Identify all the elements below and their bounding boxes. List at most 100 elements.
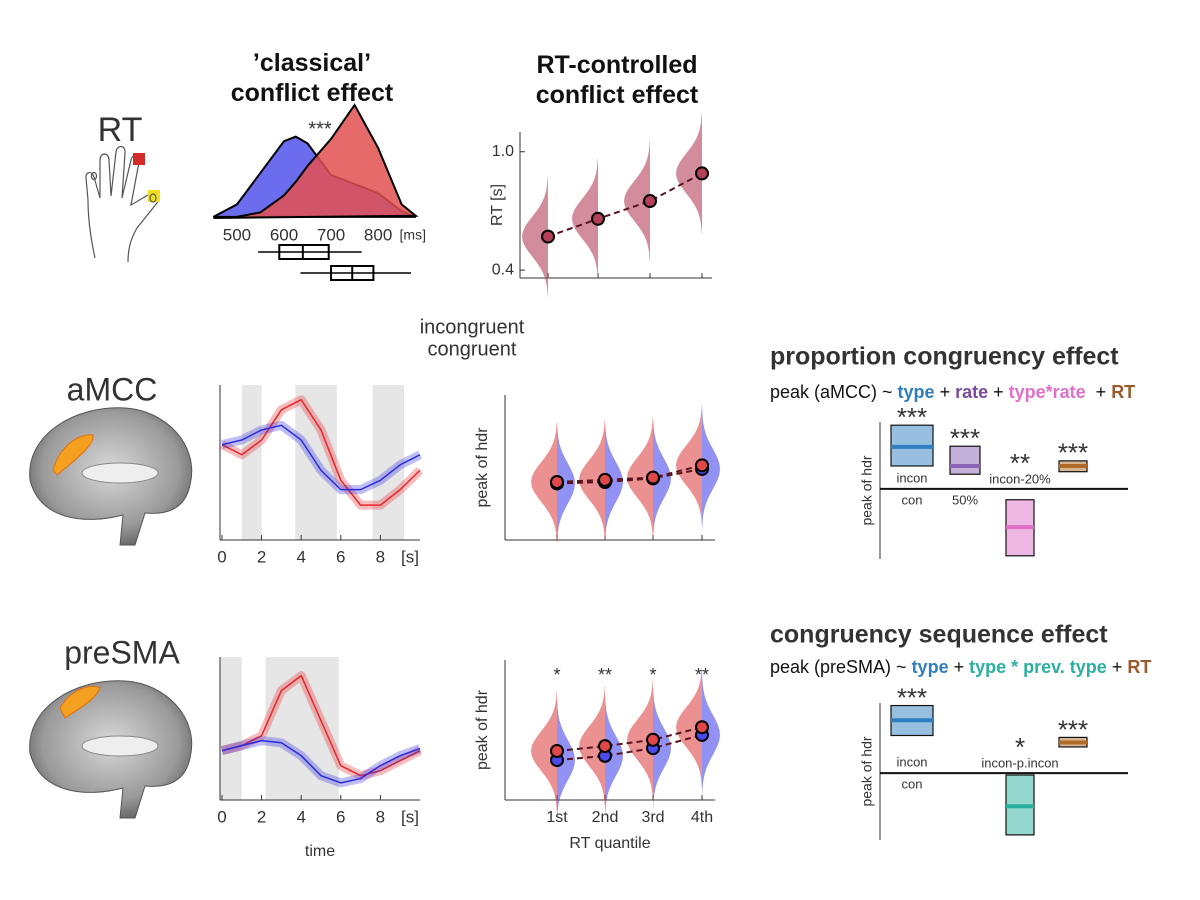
violin (676, 405, 702, 526)
panel-title: ’classical’ conflict effect (230, 49, 394, 107)
x-tick-label: 0 (217, 807, 226, 826)
formula-term: + (949, 657, 970, 677)
time-window (220, 657, 242, 800)
line (221, 674, 421, 777)
mean-marker (591, 211, 605, 226)
category-label: incon (896, 755, 927, 770)
y-tick-label: 1.0 (492, 143, 514, 160)
line (221, 739, 421, 784)
violin (627, 679, 653, 800)
y-axis-label: peak of hdr (474, 427, 491, 508)
x-axis-label: RT quantile (569, 835, 650, 852)
formula-term: RT (1111, 382, 1135, 402)
brain-amcc (29, 407, 193, 546)
trend-line (556, 726, 703, 752)
annotation: ** (598, 665, 612, 685)
time-window (265, 657, 339, 800)
mean-marker (695, 458, 709, 473)
x-tick-label: 8 (376, 807, 385, 826)
violin (522, 176, 548, 297)
box (278, 244, 330, 260)
legend-entry: incongruent (420, 316, 525, 338)
violin (605, 695, 623, 816)
x-tick-label: 2 (257, 807, 266, 826)
violin (531, 422, 557, 542)
x-tick-label: 700 (317, 225, 345, 244)
violin (579, 686, 605, 807)
x-tick-label: 4 (296, 547, 305, 566)
y-axis-label: peak of hdr (859, 455, 875, 525)
category-label: incon-20% (989, 471, 1051, 486)
mean-marker (550, 744, 564, 758)
annotation: * (649, 665, 656, 685)
trend-line (556, 464, 703, 483)
significance: ** (1010, 448, 1030, 478)
density-area (213, 103, 419, 219)
formula-term: + (988, 382, 1009, 402)
x-tick-label: 8 (376, 547, 385, 566)
category-label: incon (896, 470, 927, 485)
category-label: con (902, 777, 923, 792)
formula-term: peak (aMCC) ~ (770, 382, 898, 402)
violin (676, 113, 702, 234)
formula: peak (aMCC) ~ type + rate + type*rate + … (770, 382, 1135, 402)
region-label: preSMA (64, 634, 180, 670)
formula-term: type (912, 657, 949, 677)
trend-line (556, 467, 703, 485)
y-axis-label: peak of hdr (859, 736, 875, 806)
mean-marker (598, 472, 612, 487)
time-window (372, 385, 405, 540)
significance: *** (1058, 714, 1088, 744)
mean-marker (598, 739, 612, 754)
x-tick-label: 4 (296, 807, 305, 826)
trend-line (547, 172, 703, 238)
violin (676, 667, 702, 788)
violin (531, 691, 557, 811)
formula-term: type*rate (1009, 382, 1086, 402)
x-tick-label: 6 (336, 547, 345, 566)
x-tick-label: 2 (257, 547, 266, 566)
mean-marker (646, 732, 660, 747)
time-window (241, 385, 262, 540)
violin (572, 158, 598, 279)
x-unit-label: [ms] (400, 227, 426, 243)
y-axis-label: RT [s] (489, 184, 506, 226)
significance: *** (897, 402, 927, 432)
mean-marker (550, 475, 564, 489)
trend-line (556, 733, 703, 762)
category-label: con (902, 492, 923, 507)
significance: *** (950, 423, 980, 453)
region-label: aMCC (67, 371, 158, 407)
x-tick-label: 0 (217, 547, 226, 566)
panel-title: proportion congruency effect (770, 343, 1119, 371)
x-tick-label: 800 (364, 225, 392, 244)
formula-term: peak (preSMA) ~ (770, 657, 912, 677)
ci-box (949, 445, 981, 475)
category-label: incon-p.incon (981, 756, 1058, 771)
x-tick-label: 3rd (641, 809, 664, 826)
violin (605, 422, 623, 542)
line (221, 424, 421, 491)
formula-term: + (935, 382, 956, 402)
formula-term: rate (955, 382, 988, 402)
x-unit-label: [s] (401, 547, 419, 566)
line (221, 398, 421, 506)
violin (702, 408, 720, 529)
x-tick-label: 600 (270, 225, 298, 244)
x-unit-label: [s] (401, 807, 419, 826)
significance: *** (897, 682, 927, 712)
y-axis-label: peak of hdr (474, 689, 491, 770)
mean-marker (541, 229, 555, 244)
x-axis-label: time (305, 843, 335, 860)
panel-title: congruency sequence effect (770, 621, 1108, 649)
x-tick-label: 6 (336, 807, 345, 826)
panel-title: RT-controlled conflict effect (535, 51, 699, 109)
annotation: *** (308, 118, 332, 140)
violin (557, 423, 575, 544)
formula: peak (preSMA) ~ type + type * prev. type… (770, 657, 1151, 677)
formula-term: + (1086, 382, 1112, 402)
hand-icon (85, 145, 160, 263)
mean-marker (695, 166, 709, 181)
